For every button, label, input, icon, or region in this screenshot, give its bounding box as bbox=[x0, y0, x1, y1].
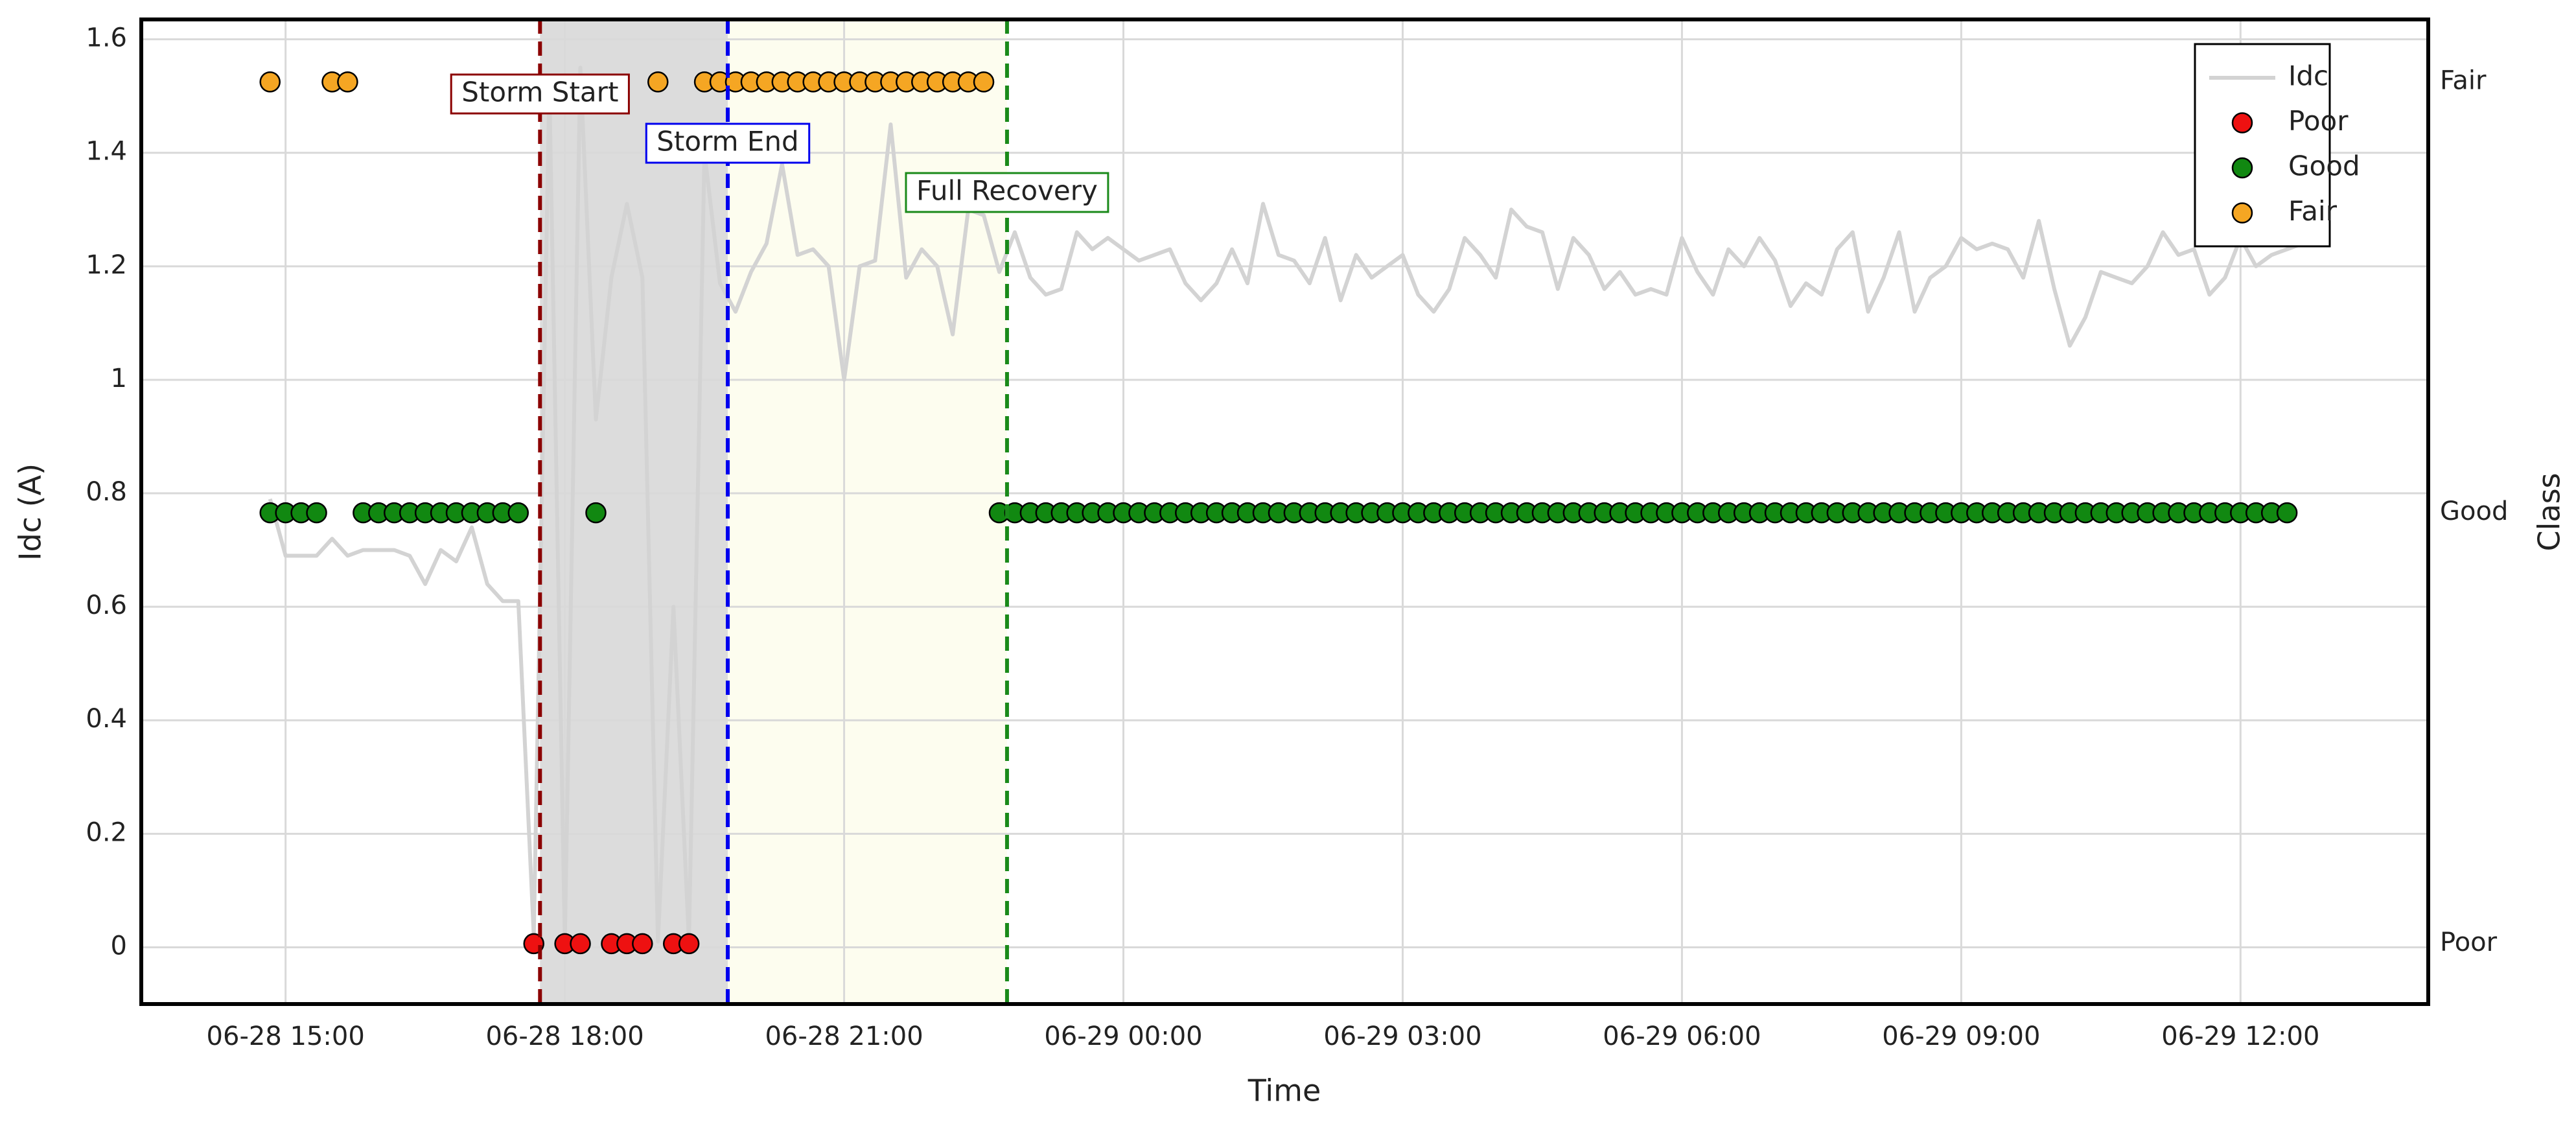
scatter-point bbox=[507, 502, 529, 524]
annotation-label: Storm Start bbox=[461, 76, 618, 108]
legend-label: Good bbox=[2288, 150, 2360, 182]
y-tick-label: 1.4 bbox=[86, 137, 127, 167]
y-tick-label: 0.2 bbox=[86, 817, 127, 847]
scatter-point bbox=[632, 933, 653, 955]
y-axis-title: Idc (A) bbox=[13, 463, 48, 561]
scatter-point bbox=[678, 933, 700, 955]
x-tick-label: 06-29 09:00 bbox=[1882, 1022, 2040, 1051]
scatter-point bbox=[585, 502, 607, 524]
scatter-point bbox=[570, 933, 591, 955]
x-tick-label: 06-28 18:00 bbox=[485, 1022, 644, 1051]
x-tick-label: 06-29 03:00 bbox=[1323, 1022, 1481, 1051]
line-series bbox=[268, 65, 2304, 944]
y-tick-label: 0.8 bbox=[86, 477, 127, 507]
annotation-label: Full Recovery bbox=[916, 175, 1098, 207]
scatter-point bbox=[2276, 502, 2298, 524]
x-tick-label: 06-28 15:00 bbox=[207, 1022, 365, 1051]
scatter-point bbox=[259, 71, 281, 93]
legend-label: Poor bbox=[2288, 105, 2349, 137]
x-tick-label: 06-29 00:00 bbox=[1044, 1022, 1202, 1051]
y-tick-label: 1 bbox=[111, 364, 127, 393]
legend-label: Idc bbox=[2288, 60, 2328, 92]
scatter-point bbox=[306, 502, 327, 524]
annotation-box bbox=[905, 172, 1109, 213]
shaded-region bbox=[727, 19, 1007, 1004]
y-tick-label: 0.4 bbox=[86, 704, 127, 734]
y-tick-label: 1.6 bbox=[86, 23, 127, 53]
scatter-point bbox=[973, 71, 995, 93]
y2-tick-label: Good bbox=[2440, 497, 2508, 526]
y-tick-label: 0.6 bbox=[86, 590, 127, 620]
annotation-label: Storm End bbox=[656, 126, 798, 158]
legend-marker bbox=[2231, 157, 2253, 179]
x-axis-title: Time bbox=[1247, 1073, 1321, 1108]
y2-tick-label: Fair bbox=[2440, 65, 2487, 95]
x-tick-label: 06-28 21:00 bbox=[765, 1022, 923, 1051]
annotation-box bbox=[450, 73, 630, 115]
y2-axis-title: Class bbox=[2532, 473, 2567, 551]
plot-frame bbox=[139, 18, 2430, 1006]
y-tick-label: 1.2 bbox=[86, 250, 127, 280]
x-tick-label: 06-29 12:00 bbox=[2161, 1022, 2319, 1051]
scatter-point bbox=[337, 71, 358, 93]
legend-marker bbox=[2231, 202, 2253, 224]
annotation-box bbox=[645, 123, 811, 164]
legend-marker bbox=[2231, 112, 2253, 134]
x-tick-label: 06-29 06:00 bbox=[1603, 1022, 1761, 1051]
legend-label: Fair bbox=[2288, 195, 2338, 227]
y-tick-label: 0 bbox=[111, 931, 127, 961]
y2-tick-label: Poor bbox=[2440, 928, 2498, 957]
scatter-point bbox=[647, 71, 669, 93]
